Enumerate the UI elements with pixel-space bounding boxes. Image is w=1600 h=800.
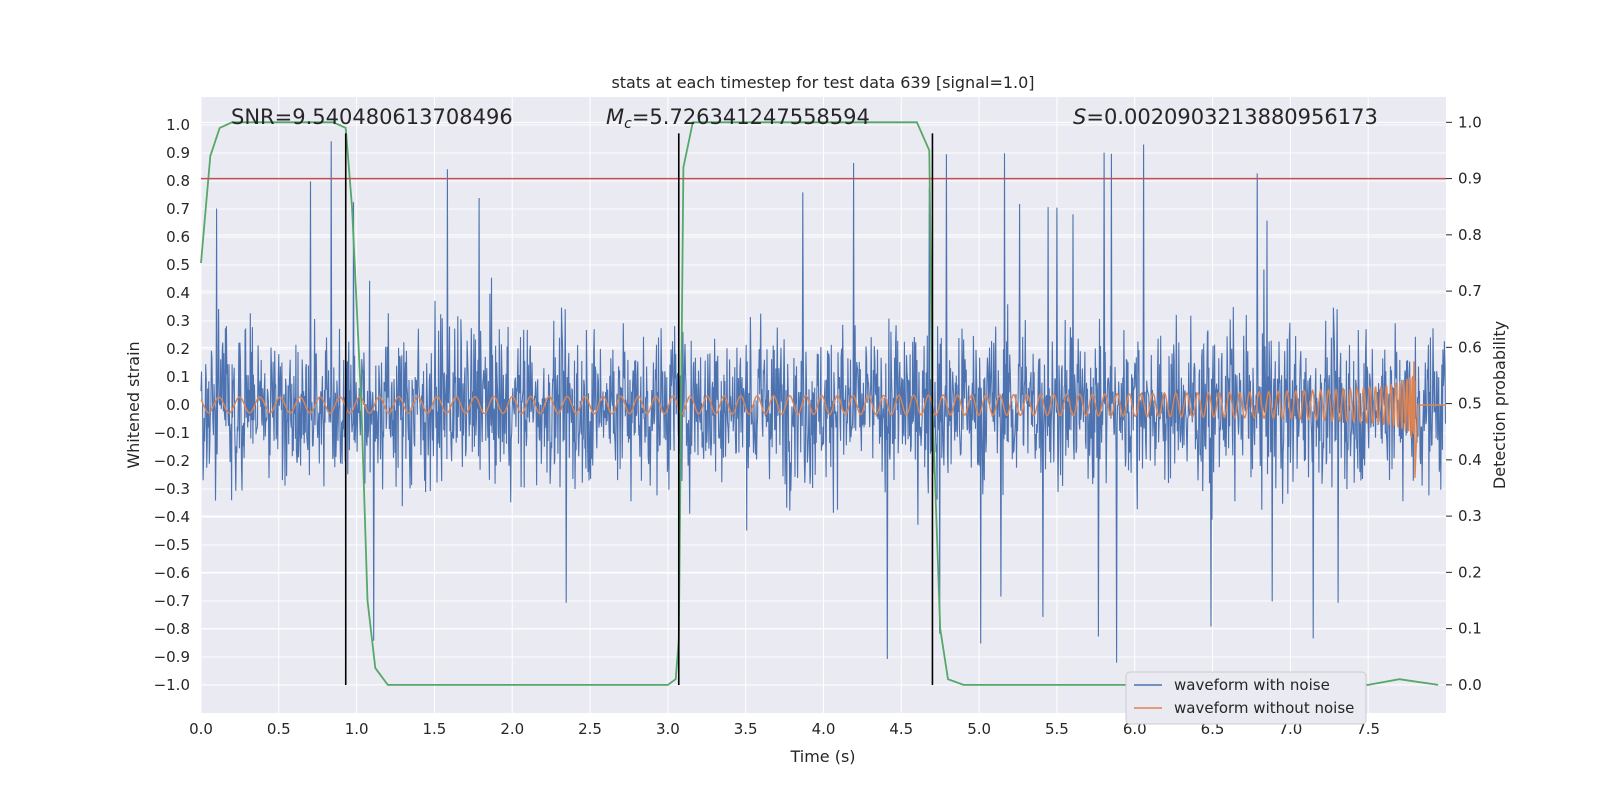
x-tick-label: 5.5: [1045, 720, 1069, 738]
y-tick-label: −0.1: [154, 424, 190, 442]
y-tick-label: 0.4: [166, 284, 190, 302]
x-tick-label: 3.0: [656, 720, 680, 738]
legend: waveform with noise waveform without noi…: [1125, 671, 1367, 725]
mc-value: =5.726341247558594: [632, 105, 870, 129]
x-tick-label: 2.0: [500, 720, 524, 738]
s-value: =0.0020903213880956173: [1086, 105, 1378, 129]
x-tick-label: 1.5: [423, 720, 447, 738]
y-tick-label: −0.8: [154, 620, 190, 638]
y-tick-label: 0.1: [166, 368, 190, 386]
y-tick-label: 0.6: [166, 228, 190, 246]
s-symbol: S: [1073, 105, 1086, 129]
clean-waveform-line: [200, 361, 1446, 478]
legend-box: [1125, 671, 1367, 725]
legend-label-noise: waveform with noise: [1174, 676, 1330, 694]
y-axis-right-label: Detection probability: [1490, 321, 1509, 489]
y-tick-label: −0.9: [154, 648, 190, 666]
x-tick-label: 0.0: [189, 720, 213, 738]
x-tick-label: 7.5: [1356, 720, 1380, 738]
y-tick-label: 0.8: [166, 172, 190, 190]
y-tick-label: −0.7: [154, 592, 190, 610]
x-axis-label: Time (s): [789, 747, 855, 766]
x-tick-label: 4.0: [812, 720, 836, 738]
series-detection-probability: [200, 121, 1439, 686]
y-tick-label: 1.0: [166, 116, 190, 134]
y-tick-label: −0.3: [154, 480, 190, 498]
y-axis-right-ticks: 1.0 0.9 0.8 0.7 0.6 0.5 0.4 0.3 0.2 0.1 0.0: [1446, 113, 1482, 694]
y-tick-label: 0.3: [166, 312, 190, 330]
x-tick-label: 0.5: [267, 720, 291, 738]
series-waveform-without-noise: [200, 361, 1446, 478]
x-tick-label: 2.5: [578, 720, 602, 738]
y-right-tick-label: 0.9: [1458, 170, 1482, 188]
y-tick-label: 0.2: [166, 340, 190, 358]
y-tick-label: 0.5: [166, 256, 190, 274]
x-tick-label: 1.0: [345, 720, 369, 738]
y-right-tick-label: 1.0: [1458, 113, 1482, 131]
y-right-tick-label: 0.2: [1458, 563, 1482, 581]
y-tick-label: 0.0: [166, 396, 190, 414]
y-tick-label: −0.6: [154, 564, 190, 582]
mc-annotation: Mc=5.726341247558594: [606, 105, 870, 132]
y-tick-label: −1.0: [154, 676, 190, 694]
legend-label-clean: waveform without noise: [1174, 699, 1354, 717]
x-tick-label: 4.5: [889, 720, 913, 738]
y-right-tick-label: 0.1: [1458, 620, 1482, 638]
mc-subscript: c: [624, 116, 632, 132]
detection-probability-line: [200, 121, 1439, 686]
y-right-tick-label: 0.8: [1458, 226, 1482, 244]
y-tick-label: −0.4: [154, 508, 190, 526]
chart-title: stats at each timestep for test data 639…: [611, 73, 1034, 92]
y-axis-ticks: 1.0 0.9 0.8 0.7 0.6 0.5 0.4 0.3 0.2 0.1 0.0 −0.1 −0.…: [154, 116, 190, 694]
x-tick-label: 3.5: [734, 720, 758, 738]
y-axis-label: Whitened strain: [124, 341, 143, 468]
reference-lines: [201, 133, 1446, 685]
y-tick-label: 0.7: [166, 200, 190, 218]
y-right-tick-label: 0.4: [1458, 451, 1482, 469]
s-annotation: S=0.0020903213880956173: [1073, 105, 1378, 129]
y-right-tick-label: 0.3: [1458, 507, 1482, 525]
y-tick-label: −0.2: [154, 452, 190, 470]
mc-symbol: M: [606, 105, 624, 129]
y-right-tick-label: 0.5: [1458, 395, 1482, 413]
series-waveform-with-noise: [200, 141, 1447, 663]
noise-waveform-line: [200, 141, 1447, 663]
y-right-tick-label: 0.7: [1458, 282, 1482, 300]
y-right-tick-label: 0.0: [1458, 676, 1482, 694]
x-axis-ticks: 0.0 0.5 1.0 1.5 2.0 2.5 3.0 3.5 4.0 4.5 5.0 5.5 6.0 6…: [189, 720, 1380, 738]
y-tick-label: 0.9: [166, 144, 190, 162]
snr-annotation: SNR=9.540480613708496: [231, 105, 513, 129]
y-tick-label: −0.5: [154, 536, 190, 554]
x-tick-label: 5.0: [967, 720, 991, 738]
y-right-tick-label: 0.6: [1458, 338, 1482, 356]
